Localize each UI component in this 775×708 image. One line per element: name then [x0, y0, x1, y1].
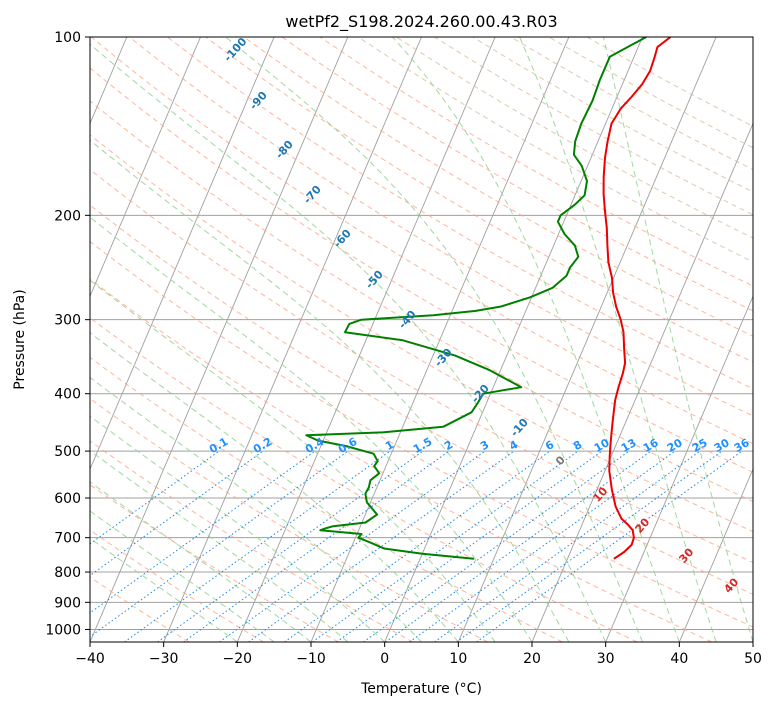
- moist-adiabat-line: [602, 37, 753, 642]
- x-tick-label: −30: [149, 651, 179, 667]
- plot-area: [90, 37, 753, 642]
- mixing-ratio-line: [363, 450, 630, 642]
- y-tick-label: 1000: [45, 622, 81, 638]
- dry-adiabat-line: [281, 37, 753, 312]
- moist-adiabat-line: [392, 37, 680, 642]
- y-tick-label: 800: [54, 565, 81, 581]
- moist-adiabat-line: [225, 37, 643, 642]
- moist-adiabat-line: [519, 37, 717, 642]
- mixing-ratio-line: [248, 450, 515, 642]
- isotherm-line: [457, 37, 717, 642]
- x-tick-label: 10: [449, 651, 467, 667]
- dry-adiabat-line: [90, 168, 753, 564]
- plot-frame: [89, 36, 754, 643]
- mixing-ratio-line: [312, 450, 579, 642]
- moist-adiabat-line: [90, 139, 570, 642]
- dry-adiabat-line: [90, 440, 414, 642]
- mixing-ratio-line: [90, 450, 220, 545]
- x-tick-label: 20: [523, 651, 541, 667]
- x-axis-title: Temperature (°C): [360, 681, 482, 697]
- temperature-profile: [602, 37, 672, 560]
- dry-adiabat-line: [90, 67, 753, 473]
- isotherm-line: [384, 37, 643, 642]
- y-tick-label: 100: [54, 30, 81, 46]
- dewpoint-profile: [305, 37, 647, 560]
- x-tick-label: 0: [380, 651, 389, 667]
- x-tick-label: −40: [75, 651, 105, 667]
- mixing-ratio-line: [90, 450, 316, 614]
- isotherm-line: [90, 37, 201, 298]
- mixing-ratio-line: [124, 450, 391, 642]
- x-tick-label: 40: [670, 651, 688, 667]
- y-tick-label: 500: [54, 444, 81, 460]
- mixing-ratio-line: [284, 450, 551, 642]
- x-tick-label: 50: [744, 651, 762, 667]
- isotherm-line: [678, 467, 753, 642]
- sounding-profiles: [305, 37, 672, 560]
- isotherm-line: [236, 37, 496, 642]
- x-tick-label: 30: [597, 651, 615, 667]
- moist-adiabat-line: [90, 510, 275, 642]
- y-tick-label: 300: [54, 313, 81, 329]
- moist-adiabat-line: [90, 450, 349, 642]
- chart-title: wetPf2_S198.2024.260.00.43.R03: [285, 12, 557, 32]
- isotherm-line: [163, 37, 422, 642]
- y-tick-label: 700: [54, 531, 81, 547]
- mixing-ratio-line: [385, 450, 652, 642]
- y-tick-label: 400: [54, 387, 81, 403]
- mixing-ratio-line: [90, 450, 264, 577]
- x-tick-label: −20: [223, 651, 253, 667]
- isotherm-line: [90, 37, 275, 471]
- dry-adiabat-line: [90, 356, 563, 642]
- dry-adiabat-line: [90, 204, 753, 595]
- dry-adiabat-line: [129, 37, 753, 417]
- y-tick-label: 900: [54, 595, 81, 611]
- dry-adiabat-line: [90, 484, 339, 642]
- mixing-ratio-line: [183, 450, 450, 642]
- mixing-ratio-line: [219, 450, 486, 642]
- dry-adiabat-line: [90, 241, 753, 628]
- moist-adiabat-line: [90, 415, 386, 642]
- moist-adiabat-line: [90, 332, 459, 642]
- y-axis-title: Pressure (hPa): [12, 289, 28, 389]
- y-tick-label: 200: [54, 208, 81, 224]
- axes: −40 −30 −20 −10 0 10 20 30 40 50 100 200 300 400 500 60…: [45, 30, 762, 667]
- isotherm-line: [605, 295, 753, 642]
- dry-adiabat-line: [90, 134, 753, 533]
- y-tick-label: 600: [54, 491, 81, 507]
- mixing-ratio-line: [434, 450, 701, 642]
- dry-adiabat-line: [205, 37, 753, 363]
- moist-adiabat-line: [90, 376, 422, 642]
- dry-adiabat-line: [90, 397, 488, 642]
- mixing-ratio-line: [409, 450, 676, 642]
- x-tick-label: −10: [296, 651, 326, 667]
- mixing-ratio-line: [476, 450, 743, 642]
- mixing-ratio-line: [336, 450, 603, 642]
- mixing-ratio-line: [456, 450, 723, 642]
- mixing-ratio-line: [90, 450, 349, 638]
- mixing-ratio-line: [157, 450, 424, 642]
